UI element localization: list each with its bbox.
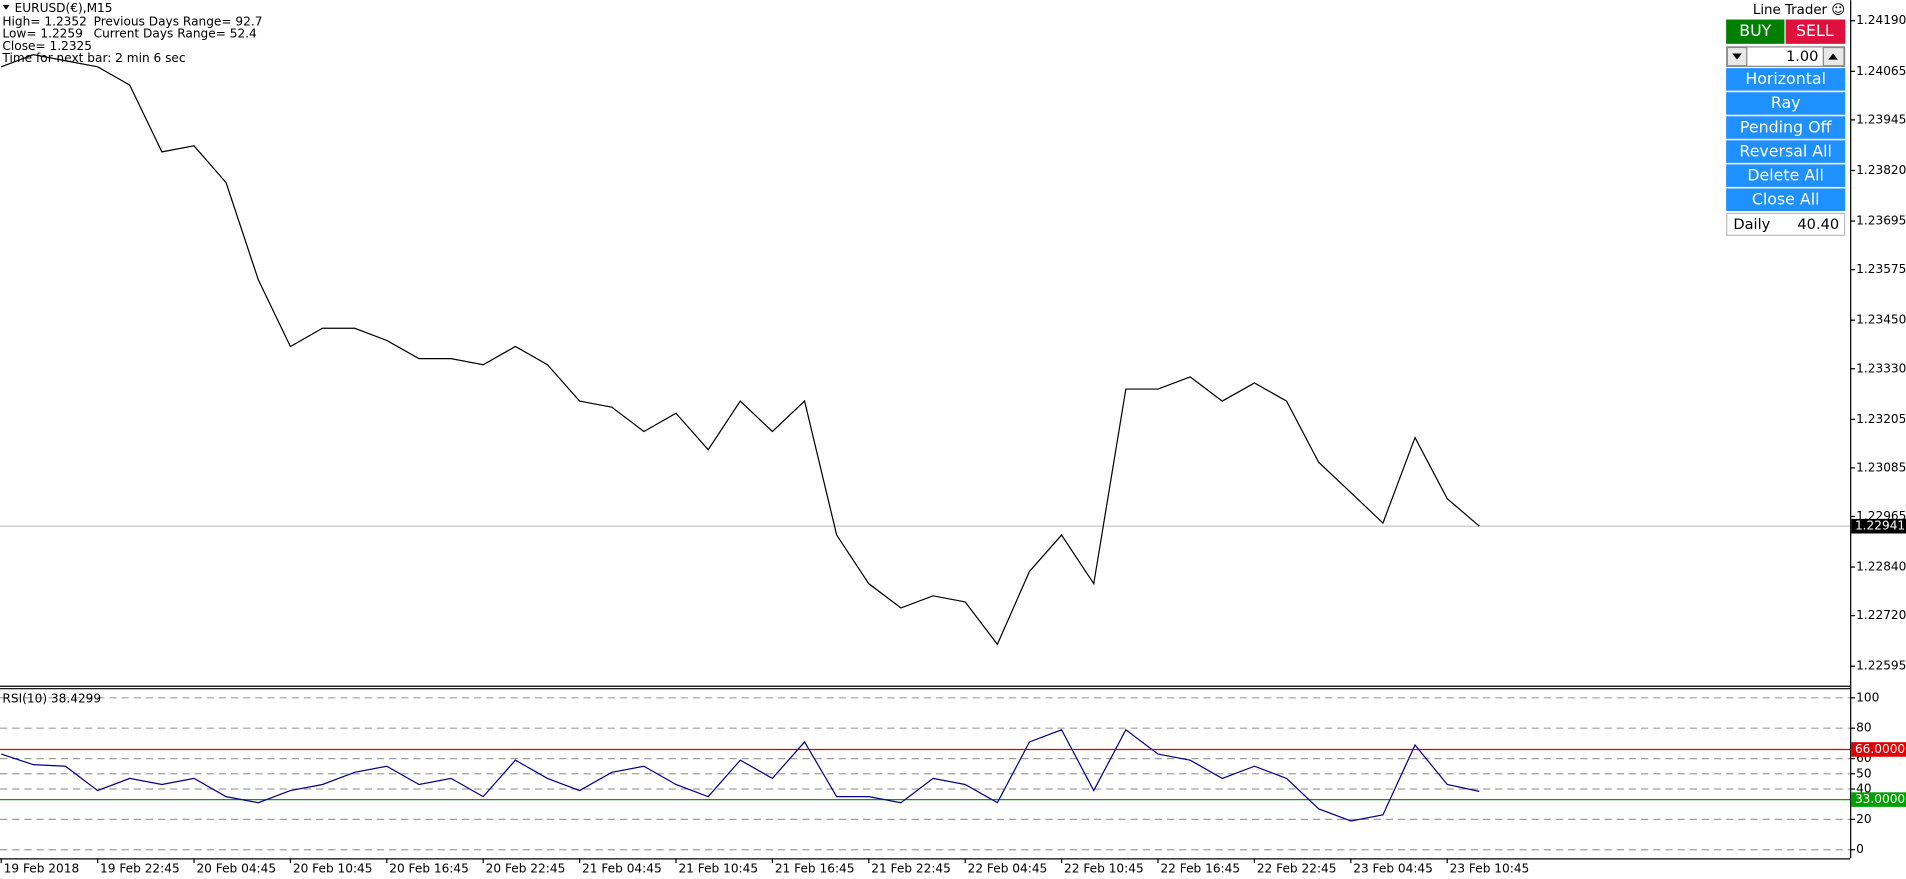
panel-button-label: Horizontal: [1745, 69, 1826, 88]
plots: 1.24190 1.24065 1.23945 1.23820 1.23695 1.235…: [0, 13, 1906, 876]
panel-button-label: Delete All: [1747, 165, 1824, 184]
y-tick-label: 1.23085: [1856, 460, 1906, 474]
x-tick-label: 23 Feb 04:45: [1353, 862, 1433, 876]
y-tick-label: 1.23695: [1856, 214, 1906, 228]
y-tick-label: 1.22720: [1856, 608, 1906, 622]
level-tag: [1851, 792, 1906, 807]
y-tick-label: 1.23945: [1856, 112, 1906, 126]
buy-label: BUY: [1739, 21, 1771, 40]
y-tick-label: 50: [1856, 766, 1871, 780]
y-tick-label: 1.24065: [1856, 64, 1906, 78]
x-tick-label: 22 Feb 10:45: [1064, 862, 1144, 876]
y-tick-label: 1.23575: [1856, 262, 1906, 276]
low: Low= 1.2259: [2, 27, 82, 41]
y-tick-label: 20: [1856, 812, 1871, 826]
daily-box: [1726, 212, 1846, 236]
level-label: 66.0000: [1855, 742, 1905, 756]
y-tick-label: 1.23205: [1856, 412, 1906, 426]
y-tick-label: 1.24190: [1856, 13, 1906, 27]
panel-button-label: Ray: [1771, 93, 1801, 112]
level-tag: [1851, 742, 1906, 757]
y-tick-label: 80: [1856, 721, 1871, 735]
down-arrow: [1732, 53, 1742, 60]
panel-button-label: Pending Off: [1740, 117, 1833, 136]
x-tick-label: 22 Feb 22:45: [1257, 862, 1337, 876]
info-header: EURUSD(€),M15 High= 1.2352 Low= 1.2259 C…: [1, 1, 262, 65]
collapse-arrow[interactable]: [2, 4, 10, 10]
panel-button[interactable]: [1726, 116, 1846, 139]
x-tick-label: 19 Feb 2018: [4, 862, 80, 876]
current-price-label: 1.22941: [1855, 519, 1905, 533]
x-tick-label: 21 Feb 22:45: [871, 862, 951, 876]
symbol: EURUSD(€),M15: [15, 1, 113, 15]
x-tick-label: 19 Feb 22:45: [100, 862, 180, 876]
high: High= 1.2352: [2, 14, 86, 28]
prev-range: Previous Days Range= 92.7: [94, 14, 263, 28]
panel-button[interactable]: [1726, 140, 1846, 163]
series-line: [1, 728, 1480, 822]
y-tick-label: 1.23820: [1856, 163, 1906, 177]
y-tick-label: 1.22840: [1856, 560, 1906, 574]
x-tick-label: 21 Feb 16:45: [775, 862, 855, 876]
y-tick-label: 1.22595: [1856, 659, 1906, 673]
close: Close= 1.2325: [2, 39, 92, 53]
current-price-tag: [1851, 518, 1906, 534]
x-tick-label: 21 Feb 04:45: [582, 862, 662, 876]
x-tick-label: 20 Feb 22:45: [486, 862, 566, 876]
panel-title: Line Trader ☺: [1753, 3, 1845, 18]
y-tick-label: 0: [1856, 842, 1864, 856]
buy-button[interactable]: [1726, 19, 1785, 44]
x-tick-label: 21 Feb 10:45: [678, 862, 758, 876]
panel-button[interactable]: [1726, 188, 1846, 211]
y-tick-label: 40: [1856, 781, 1871, 795]
series-line: [1, 54, 1480, 646]
panel-button[interactable]: [1726, 68, 1846, 91]
y-tick-label: 1.23330: [1856, 361, 1906, 375]
panel-buttons: Horizontal Ray Pending Off Reversal All Dele…: [1726, 68, 1846, 211]
trade-panel: Line Trader ☺ BUY SELL 1.00 Horizontal Ra…: [1726, 3, 1846, 236]
level-label: 33.0000: [1855, 792, 1905, 806]
x-tick-label: 20 Feb 10:45: [293, 862, 373, 876]
up-arrow: [1828, 53, 1838, 60]
lots-value: 1.00: [1786, 48, 1818, 65]
x-tick-label: 23 Feb 10:45: [1450, 862, 1530, 876]
panel-button-label: Close All: [1752, 190, 1820, 209]
y-tick-label: 100: [1856, 690, 1879, 704]
panel-button[interactable]: [1726, 164, 1846, 187]
panel-button-label: Reversal All: [1739, 141, 1831, 160]
cur-range: Current Days Range= 52.4: [94, 27, 257, 41]
x-tick-label: 20 Feb 16:45: [389, 862, 469, 876]
daily-value: 40.40: [1797, 216, 1839, 233]
sell-button[interactable]: [1785, 19, 1846, 44]
panel-button[interactable]: [1726, 92, 1846, 115]
sell-label: SELL: [1796, 21, 1834, 40]
x-tick-label: 22 Feb 16:45: [1160, 862, 1240, 876]
x-tick-label: 22 Feb 04:45: [968, 862, 1048, 876]
daily-label: Daily: [1733, 216, 1770, 233]
indicator-title: RSI(10) 38.4299: [2, 692, 101, 706]
x-tick-label: 20 Feb 04:45: [196, 862, 276, 876]
bar-timer: Time for next bar: 2 min 6 sec: [1, 51, 185, 65]
y-tick-label: 1.23450: [1856, 313, 1906, 327]
